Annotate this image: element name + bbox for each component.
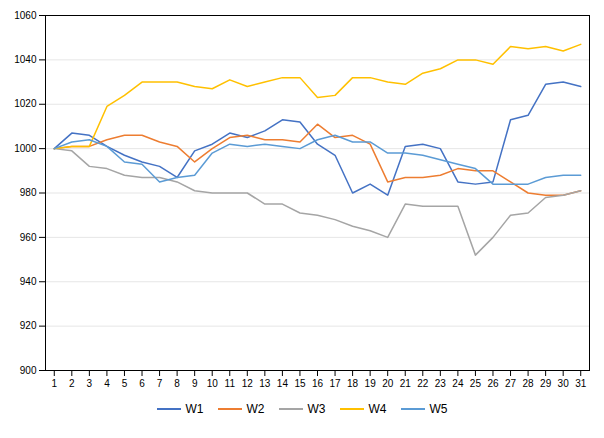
svg-text:29: 29 [540,378,552,389]
svg-text:6: 6 [139,378,145,389]
svg-text:1: 1 [51,378,57,389]
html-text:W3: W3 [307,402,326,416]
svg-text:980: 980 [20,187,37,198]
svg-text:1040: 1040 [14,54,37,65]
svg-text:4: 4 [104,378,110,389]
html-text:W2: W2 [246,402,265,416]
svg-text:24: 24 [452,378,464,389]
svg-text:1060: 1060 [14,10,37,21]
svg-text:3: 3 [87,378,93,389]
svg-text:8: 8 [174,378,180,389]
svg-text:28: 28 [523,378,535,389]
svg-text:1020: 1020 [14,98,37,109]
svg-text:9: 9 [192,378,198,389]
svg-text:900: 900 [20,365,37,376]
svg-text:16: 16 [312,378,324,389]
svg-text:920: 920 [20,320,37,331]
svg-text:25: 25 [470,378,482,389]
svg-text:21: 21 [400,378,412,389]
svg-text:10: 10 [207,378,219,389]
svg-text:22: 22 [417,378,429,389]
svg-text:11: 11 [225,378,236,389]
svg-text:15: 15 [294,378,306,389]
svg-text:7: 7 [157,378,163,389]
svg-text:13: 13 [259,378,271,389]
svg-text:26: 26 [487,378,499,389]
svg-text:12: 12 [242,378,254,389]
svg-text:14: 14 [277,378,289,389]
svg-text:5: 5 [122,378,128,389]
html-text:W5: W5 [429,402,448,416]
svg-text:19: 19 [365,378,377,389]
html-text:W4: W4 [368,402,387,416]
svg-text:27: 27 [505,378,517,389]
svg-text:30: 30 [558,378,570,389]
svg-text:20: 20 [382,378,394,389]
svg-text:1000: 1000 [14,143,37,154]
svg-text:17: 17 [329,378,341,389]
svg-text:960: 960 [20,232,37,243]
svg-text:940: 940 [20,276,37,287]
html-text:W1: W1 [185,402,204,416]
svg-text:31: 31 [575,378,587,389]
svg-text:23: 23 [435,378,447,389]
svg-text:18: 18 [347,378,359,389]
svg-text:2: 2 [69,378,75,389]
